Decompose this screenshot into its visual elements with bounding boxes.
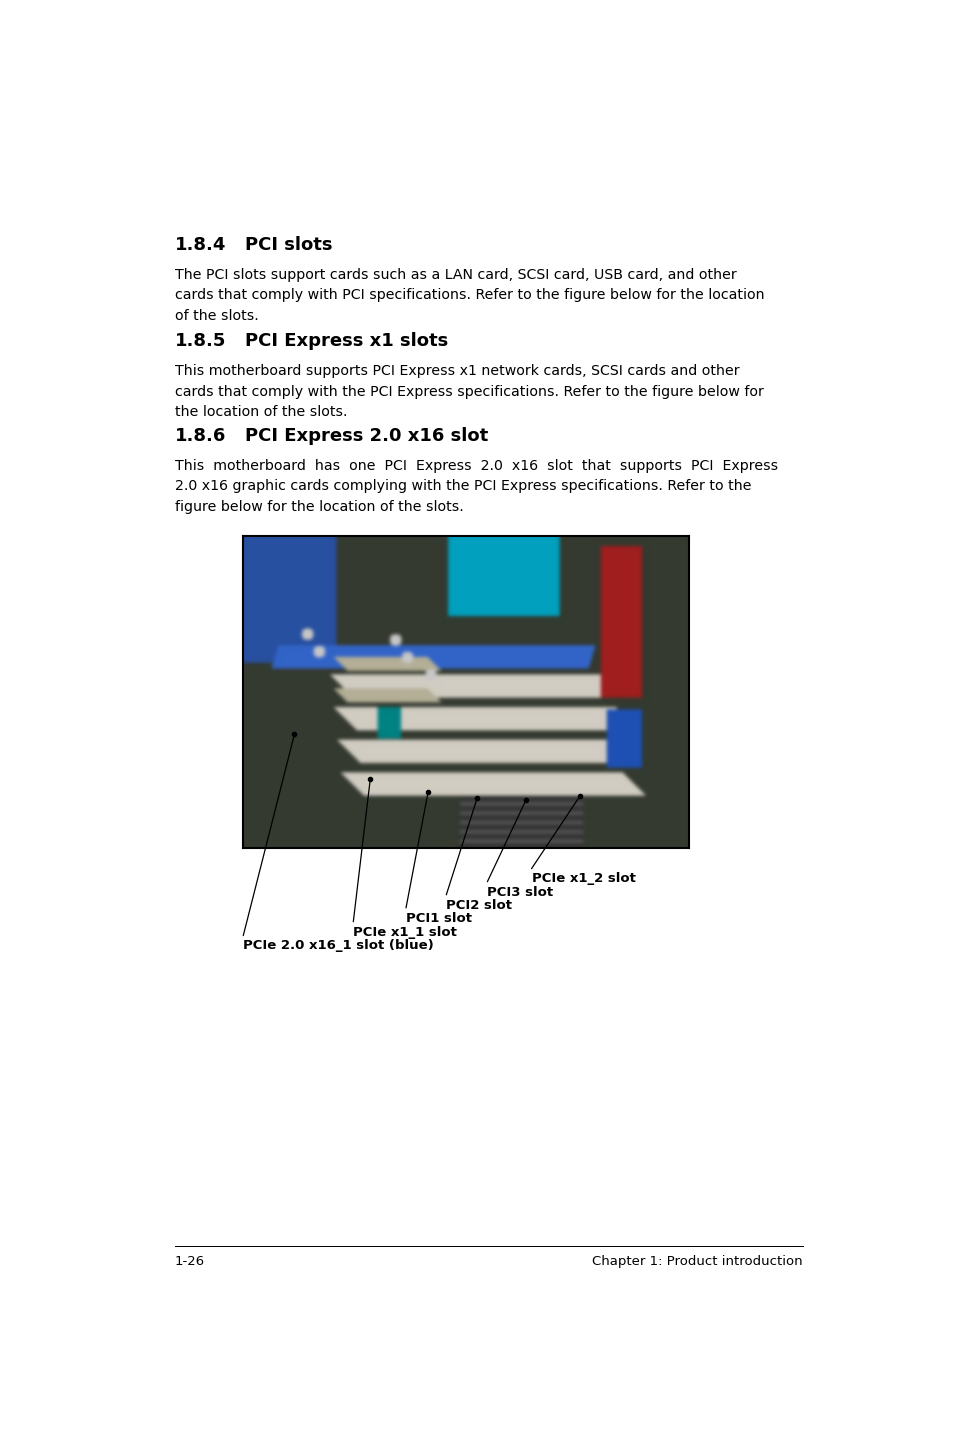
Text: This motherboard supports PCI Express x1 network cards, SCSI cards and other: This motherboard supports PCI Express x1… (174, 364, 739, 378)
Text: PCIe x1_2 slot: PCIe x1_2 slot (531, 873, 635, 886)
Text: PCI2 slot: PCI2 slot (446, 899, 512, 912)
Text: the location of the slots.: the location of the slots. (174, 406, 347, 418)
Text: PCI1 slot: PCI1 slot (406, 912, 472, 925)
Text: The PCI slots support cards such as a LAN card, SCSI card, USB card, and other: The PCI slots support cards such as a LA… (174, 267, 736, 282)
Text: PCI3 slot: PCI3 slot (487, 886, 553, 899)
Text: Chapter 1: Product introduction: Chapter 1: Product introduction (592, 1255, 802, 1268)
Text: of the slots.: of the slots. (174, 309, 258, 324)
Text: PCIe x1_1 slot: PCIe x1_1 slot (353, 926, 456, 939)
Text: figure below for the location of the slots.: figure below for the location of the slo… (174, 500, 463, 513)
Text: cards that comply with PCI specifications. Refer to the figure below for the loc: cards that comply with PCI specification… (174, 289, 764, 302)
Text: cards that comply with the PCI Express specifications. Refer to the figure below: cards that comply with the PCI Express s… (174, 385, 763, 398)
Text: PCI Express 2.0 x16 slot: PCI Express 2.0 x16 slot (245, 427, 488, 444)
Text: PCI Express x1 slots: PCI Express x1 slots (245, 332, 448, 349)
Text: 1.8.6: 1.8.6 (174, 427, 226, 444)
Text: 2.0 x16 graphic cards complying with the PCI Express specifications. Refer to th: 2.0 x16 graphic cards complying with the… (174, 479, 751, 493)
Text: PCIe 2.0 x16_1 slot (blue): PCIe 2.0 x16_1 slot (blue) (243, 939, 434, 952)
Text: PCI slots: PCI slots (245, 236, 332, 253)
Text: This  motherboard  has  one  PCI  Express  2.0  x16  slot  that  supports  PCI  : This motherboard has one PCI Express 2.0… (174, 459, 778, 473)
Text: 1.8.5: 1.8.5 (174, 332, 226, 349)
Text: 1.8.4: 1.8.4 (174, 236, 226, 253)
Text: 1-26: 1-26 (174, 1255, 205, 1268)
